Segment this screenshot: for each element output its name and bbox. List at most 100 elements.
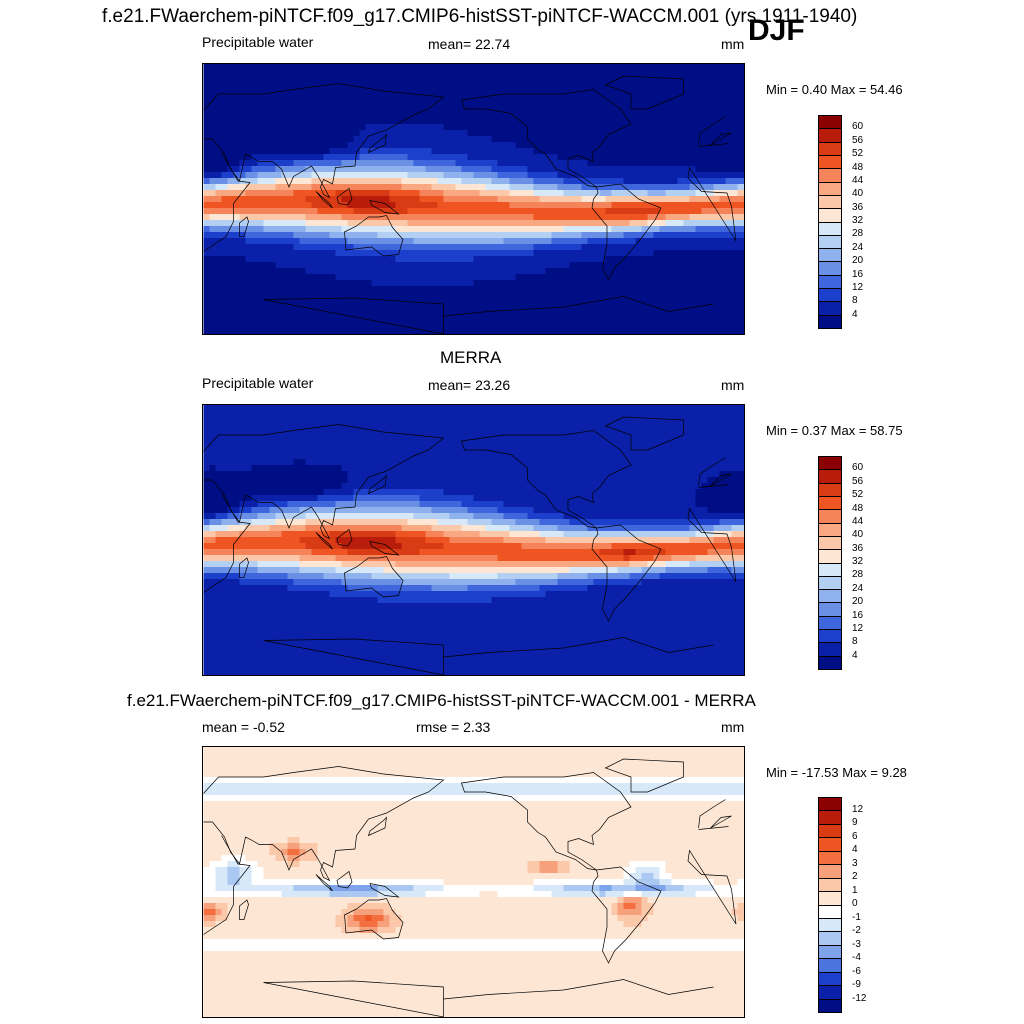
field-cell [551, 322, 558, 329]
field-cell [395, 411, 402, 418]
field-cell [539, 214, 546, 221]
field-cell [503, 178, 510, 185]
field-cell [707, 100, 714, 107]
field-cell [617, 322, 624, 329]
field-cell [215, 154, 222, 161]
field-cell [587, 435, 594, 442]
field-cell [467, 184, 474, 191]
field-cell [599, 190, 606, 197]
field-cell [329, 429, 336, 436]
field-cell [587, 160, 594, 167]
field-cell [581, 411, 588, 418]
field-cell [251, 100, 258, 107]
field-cell [317, 208, 324, 215]
field-cell [503, 459, 510, 466]
field-cell [491, 244, 498, 251]
field-cell [521, 118, 528, 125]
field-cell [725, 124, 732, 131]
field-cell [545, 280, 552, 287]
field-cell [431, 64, 438, 71]
field-cell [335, 441, 342, 448]
field-cell [365, 94, 372, 101]
field-cell [539, 88, 546, 95]
field-cell [383, 112, 390, 119]
field-cell [437, 160, 444, 167]
field-cell [449, 208, 456, 215]
field-cell [659, 202, 666, 209]
field-cell [245, 106, 252, 113]
field-cell [611, 106, 618, 113]
field-cell [233, 208, 240, 215]
field-cell [635, 417, 642, 424]
field-cell [455, 226, 462, 233]
field-cell [269, 100, 276, 107]
field-cell [395, 130, 402, 137]
field-cell [533, 417, 540, 424]
field-cell [341, 459, 348, 466]
field-cell [539, 250, 546, 257]
field-cell [539, 435, 546, 442]
field-cell [479, 316, 486, 323]
field-cell [503, 184, 510, 191]
field-cell [383, 100, 390, 107]
field-cell [503, 106, 510, 113]
field-cell [677, 202, 684, 209]
field-cell [575, 88, 582, 95]
field-cell [275, 322, 282, 329]
field-cell [317, 453, 324, 460]
field-cell [719, 423, 726, 430]
field-cell [671, 112, 678, 119]
field-cell [527, 244, 534, 251]
field-cell [251, 214, 258, 221]
field-cell [431, 405, 438, 412]
field-cell [317, 423, 324, 430]
field-cell [377, 172, 384, 179]
field-cell [509, 118, 516, 125]
field-cell [347, 76, 354, 83]
field-cell [359, 178, 366, 185]
field-cell [563, 130, 570, 137]
field-cell [467, 286, 474, 293]
field-cell [293, 106, 300, 113]
field-cell [473, 202, 480, 209]
field-cell [359, 106, 366, 113]
field-cell [533, 196, 540, 203]
field-cell [629, 196, 636, 203]
field-cell [389, 423, 396, 430]
field-cell [689, 178, 696, 185]
field-cell [377, 256, 384, 263]
field-cell [263, 286, 270, 293]
field-cell [245, 298, 252, 305]
field-cell [623, 423, 630, 430]
field-cell [521, 292, 528, 299]
field-cell [491, 238, 498, 245]
field-cell [323, 70, 330, 77]
field-cell [473, 411, 480, 418]
field-cell [653, 118, 660, 125]
field-cell [473, 250, 480, 257]
field-cell [431, 148, 438, 155]
field-cell [359, 70, 366, 77]
colorbar-swatch [819, 155, 841, 170]
field-cell [245, 268, 252, 275]
field-cell [419, 142, 426, 149]
field-cell [497, 196, 504, 203]
field-cell [557, 310, 564, 317]
field-cell [611, 435, 618, 442]
field-cell [239, 250, 246, 257]
field-cell [581, 322, 588, 329]
field-cell [341, 136, 348, 143]
field-cell [365, 310, 372, 317]
field-cell [215, 178, 222, 185]
field-cell [359, 184, 366, 191]
field-cell [293, 130, 300, 137]
field-cell [731, 328, 738, 334]
field-cell [443, 124, 450, 131]
field-cell [407, 459, 414, 466]
field-cell [527, 411, 534, 418]
field-cell [431, 226, 438, 233]
field-cell [701, 441, 708, 448]
field-cell [293, 268, 300, 275]
field-cell [317, 94, 324, 101]
field-cell [545, 447, 552, 454]
